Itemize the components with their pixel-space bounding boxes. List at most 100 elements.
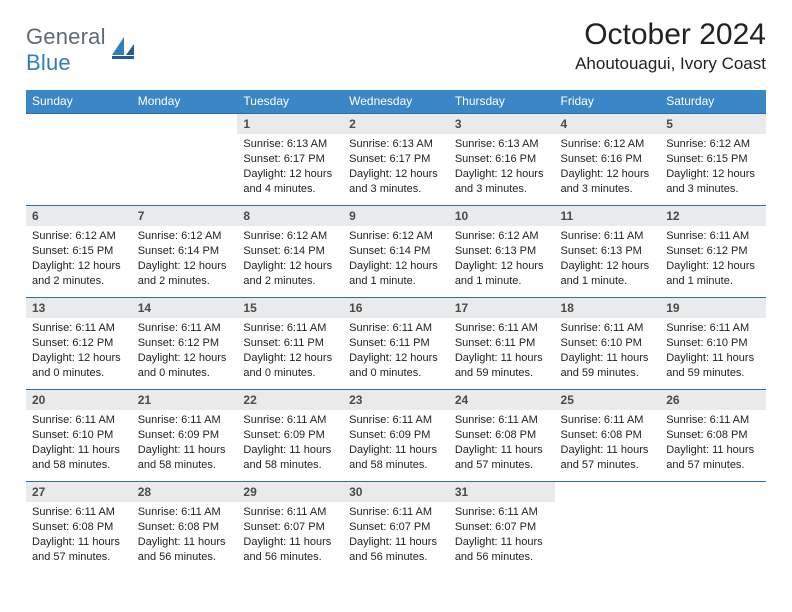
day-body: Sunrise: 6:12 AMSunset: 6:16 PMDaylight:…: [555, 134, 661, 200]
day-body: Sunrise: 6:11 AMSunset: 6:12 PMDaylight:…: [660, 226, 766, 292]
day-cell-inner: 2Sunrise: 6:13 AMSunset: 6:17 PMDaylight…: [343, 114, 449, 205]
day-line: and 3 minutes.: [666, 182, 760, 197]
day-body: Sunrise: 6:13 AMSunset: 6:17 PMDaylight:…: [343, 134, 449, 200]
day-line: and 1 minute.: [349, 274, 443, 289]
week-row: 1Sunrise: 6:13 AMSunset: 6:17 PMDaylight…: [26, 114, 766, 206]
day-line: Daylight: 11 hours: [561, 443, 655, 458]
day-line: and 58 minutes.: [243, 458, 337, 473]
day-line: Daylight: 11 hours: [349, 443, 443, 458]
day-number: 18: [555, 298, 661, 318]
day-cell: 15Sunrise: 6:11 AMSunset: 6:11 PMDayligh…: [237, 298, 343, 390]
logo-sail-icon: [110, 35, 136, 66]
day-line: Daylight: 12 hours: [455, 259, 549, 274]
day-cell-inner: 11Sunrise: 6:11 AMSunset: 6:13 PMDayligh…: [555, 206, 661, 297]
day-line: Daylight: 11 hours: [243, 443, 337, 458]
day-cell: 23Sunrise: 6:11 AMSunset: 6:09 PMDayligh…: [343, 390, 449, 482]
day-line: Sunset: 6:14 PM: [138, 244, 232, 259]
day-cell-inner: 5Sunrise: 6:12 AMSunset: 6:15 PMDaylight…: [660, 114, 766, 205]
day-number: 17: [449, 298, 555, 318]
day-body: Sunrise: 6:11 AMSunset: 6:13 PMDaylight:…: [555, 226, 661, 292]
day-number: 9: [343, 206, 449, 226]
day-line: and 3 minutes.: [561, 182, 655, 197]
day-cell-inner: 8Sunrise: 6:12 AMSunset: 6:14 PMDaylight…: [237, 206, 343, 297]
day-cell: 9Sunrise: 6:12 AMSunset: 6:14 PMDaylight…: [343, 206, 449, 298]
day-cell: [660, 482, 766, 574]
day-line: Sunset: 6:10 PM: [561, 336, 655, 351]
day-line: and 56 minutes.: [138, 550, 232, 565]
day-cell-inner: 7Sunrise: 6:12 AMSunset: 6:14 PMDaylight…: [132, 206, 238, 297]
day-line: and 57 minutes.: [455, 458, 549, 473]
day-number: 7: [132, 206, 238, 226]
logo-word1: General: [26, 24, 106, 49]
day-line: Daylight: 11 hours: [32, 535, 126, 550]
weekday-header: Sunday: [26, 90, 132, 114]
day-number: 5: [660, 114, 766, 134]
day-cell: 5Sunrise: 6:12 AMSunset: 6:15 PMDaylight…: [660, 114, 766, 206]
day-number: 21: [132, 390, 238, 410]
day-line: and 4 minutes.: [243, 182, 337, 197]
day-line: Sunrise: 6:11 AM: [32, 321, 126, 336]
day-line: Sunrise: 6:12 AM: [349, 229, 443, 244]
day-line: and 2 minutes.: [243, 274, 337, 289]
day-line: Daylight: 12 hours: [243, 259, 337, 274]
day-line: Sunrise: 6:11 AM: [138, 321, 232, 336]
day-number: 25: [555, 390, 661, 410]
day-line: Sunset: 6:13 PM: [561, 244, 655, 259]
day-cell-inner: 14Sunrise: 6:11 AMSunset: 6:12 PMDayligh…: [132, 298, 238, 389]
day-line: Sunrise: 6:11 AM: [32, 413, 126, 428]
day-line: and 0 minutes.: [243, 366, 337, 381]
day-body: Sunrise: 6:11 AMSunset: 6:10 PMDaylight:…: [660, 318, 766, 384]
day-number: 24: [449, 390, 555, 410]
day-line: Sunrise: 6:13 AM: [243, 137, 337, 152]
day-cell-inner: 17Sunrise: 6:11 AMSunset: 6:11 PMDayligh…: [449, 298, 555, 389]
day-line: Daylight: 12 hours: [243, 351, 337, 366]
day-line: Daylight: 12 hours: [349, 167, 443, 182]
day-cell-inner: 20Sunrise: 6:11 AMSunset: 6:10 PMDayligh…: [26, 390, 132, 481]
day-cell: 19Sunrise: 6:11 AMSunset: 6:10 PMDayligh…: [660, 298, 766, 390]
day-body: Sunrise: 6:13 AMSunset: 6:17 PMDaylight:…: [237, 134, 343, 200]
day-line: Daylight: 12 hours: [561, 259, 655, 274]
day-line: Sunset: 6:13 PM: [455, 244, 549, 259]
logo-word2: Blue: [26, 50, 71, 75]
day-number: 28: [132, 482, 238, 502]
day-number: 10: [449, 206, 555, 226]
day-cell-inner: 30Sunrise: 6:11 AMSunset: 6:07 PMDayligh…: [343, 482, 449, 574]
logo: General Blue: [26, 18, 136, 76]
day-line: Daylight: 12 hours: [349, 259, 443, 274]
day-line: Sunrise: 6:11 AM: [561, 413, 655, 428]
day-line: Sunrise: 6:11 AM: [349, 505, 443, 520]
day-line: Sunset: 6:08 PM: [138, 520, 232, 535]
day-line: Daylight: 12 hours: [666, 259, 760, 274]
day-cell-inner: 29Sunrise: 6:11 AMSunset: 6:07 PMDayligh…: [237, 482, 343, 574]
day-number: 4: [555, 114, 661, 134]
day-line: Sunset: 6:10 PM: [32, 428, 126, 443]
week-row: 6Sunrise: 6:12 AMSunset: 6:15 PMDaylight…: [26, 206, 766, 298]
day-cell: 21Sunrise: 6:11 AMSunset: 6:09 PMDayligh…: [132, 390, 238, 482]
day-line: and 58 minutes.: [138, 458, 232, 473]
day-line: and 59 minutes.: [455, 366, 549, 381]
day-line: Sunrise: 6:11 AM: [138, 413, 232, 428]
day-line: Sunrise: 6:11 AM: [666, 229, 760, 244]
day-body: Sunrise: 6:11 AMSunset: 6:08 PMDaylight:…: [555, 410, 661, 476]
day-number: 15: [237, 298, 343, 318]
day-line: Daylight: 12 hours: [349, 351, 443, 366]
day-body: Sunrise: 6:12 AMSunset: 6:14 PMDaylight:…: [132, 226, 238, 292]
day-line: Sunrise: 6:11 AM: [243, 505, 337, 520]
day-number: 2: [343, 114, 449, 134]
day-line: Sunrise: 6:11 AM: [666, 321, 760, 336]
day-line: and 57 minutes.: [32, 550, 126, 565]
day-line: Daylight: 11 hours: [455, 351, 549, 366]
day-line: Sunset: 6:11 PM: [455, 336, 549, 351]
day-cell: 27Sunrise: 6:11 AMSunset: 6:08 PMDayligh…: [26, 482, 132, 574]
day-line: Sunset: 6:07 PM: [243, 520, 337, 535]
day-line: Daylight: 11 hours: [666, 351, 760, 366]
day-line: Daylight: 12 hours: [666, 167, 760, 182]
day-cell: 31Sunrise: 6:11 AMSunset: 6:07 PMDayligh…: [449, 482, 555, 574]
day-cell: 13Sunrise: 6:11 AMSunset: 6:12 PMDayligh…: [26, 298, 132, 390]
day-body: Sunrise: 6:11 AMSunset: 6:08 PMDaylight:…: [660, 410, 766, 476]
day-line: Sunset: 6:17 PM: [349, 152, 443, 167]
logo-text: General Blue: [26, 24, 106, 76]
day-line: Sunrise: 6:12 AM: [243, 229, 337, 244]
day-line: Sunrise: 6:11 AM: [32, 505, 126, 520]
day-cell-inner: 15Sunrise: 6:11 AMSunset: 6:11 PMDayligh…: [237, 298, 343, 389]
